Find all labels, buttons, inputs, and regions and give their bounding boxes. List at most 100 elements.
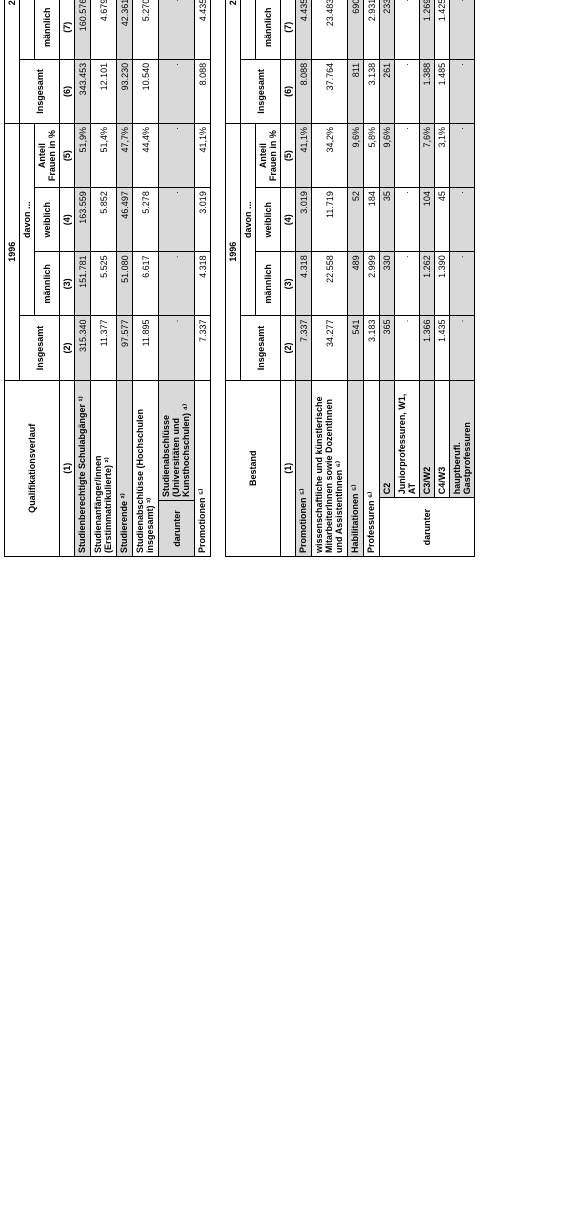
table-row: C4/W31.4351.390453,1%1.4851.425604,0%1.3… bbox=[435, 0, 450, 557]
value-cell: 3.019 bbox=[195, 188, 211, 252]
value-cell: 3.138 bbox=[364, 59, 380, 123]
col-pct: Anteil Frauen in % bbox=[256, 123, 281, 187]
table-row: Juniorprofessuren, W1, AT········8056243… bbox=[395, 0, 420, 557]
row-label: hauptberufl. Gastprofessuren bbox=[450, 380, 475, 498]
value-cell: 330 bbox=[380, 252, 395, 316]
value-cell: 2.931 bbox=[364, 0, 380, 59]
table-row: darunterStudienabschlüsse (Universitäten… bbox=[159, 0, 195, 557]
colnum-row: (1) (2) (3) (4) (5) (6) (7) (8) (9) (10)… bbox=[60, 0, 75, 557]
row-label: C3/W2 bbox=[420, 380, 435, 498]
table-row: Habilitationen ⁵⁾541489529,6%81169012114… bbox=[348, 0, 364, 557]
value-cell: 52 bbox=[348, 188, 364, 252]
col-insgesamt: Insgesamt bbox=[241, 316, 281, 380]
table-row: Promotionen ⁵⁾7.3374.3183.01941,1%8.0884… bbox=[195, 0, 211, 557]
row-label: Studienberechtigte Schulabgänger ¹⁾ bbox=[75, 380, 91, 556]
value-cell: · bbox=[159, 59, 195, 123]
col-davon: davon ... bbox=[20, 124, 35, 316]
col-m: männlich bbox=[256, 252, 281, 316]
value-cell: 4.318 bbox=[195, 252, 211, 316]
value-cell: 9,6% bbox=[348, 123, 364, 187]
value-cell: 34.277 bbox=[312, 316, 348, 380]
qualifikation-thead: Qualifikationsverlauf 1996 2001 2006 201… bbox=[5, 0, 75, 557]
value-cell: · bbox=[450, 59, 475, 123]
value-cell: · bbox=[450, 188, 475, 252]
value-cell: 5,8% bbox=[364, 123, 380, 187]
row-label: darunterStudienabschlüsse (Universitäten… bbox=[159, 380, 195, 556]
value-cell: 45 bbox=[435, 188, 450, 252]
value-cell: 151.781 bbox=[75, 252, 91, 316]
value-cell: · bbox=[159, 316, 195, 380]
value-cell: 1.262 bbox=[420, 252, 435, 316]
col-m: männlich bbox=[256, 0, 281, 59]
value-cell: 10.540 bbox=[133, 59, 159, 123]
year-2001: 2001 bbox=[226, 0, 241, 123]
value-cell: 35 bbox=[380, 188, 395, 252]
value-cell: 690 bbox=[348, 0, 364, 59]
value-cell: 163.559 bbox=[75, 188, 91, 252]
value-cell: 6.617 bbox=[133, 252, 159, 316]
value-cell: 51,9% bbox=[75, 124, 91, 188]
value-cell: 7.337 bbox=[195, 316, 211, 380]
value-cell: 23.483 bbox=[312, 0, 348, 59]
col-davon: davon ... bbox=[20, 0, 35, 59]
value-cell: 8.088 bbox=[296, 59, 312, 123]
value-cell: 811 bbox=[348, 59, 364, 123]
value-cell: · bbox=[395, 0, 420, 59]
qualifikation-header: Qualifikationsverlauf bbox=[5, 380, 60, 556]
col-w: weiblich bbox=[35, 188, 60, 252]
value-cell: · bbox=[159, 0, 195, 59]
col-davon: davon ... bbox=[241, 123, 256, 315]
value-cell: 41,1% bbox=[195, 124, 211, 188]
table-row: C3/W21.3661.2621047,6%1.3881.2691198,6%1… bbox=[420, 0, 435, 557]
row-label: Studienabschlüsse (Hochschulen insgesamt… bbox=[133, 380, 159, 556]
bestand-tbody: Promotionen ⁵⁾7.3374.3183.01941,1%8.0884… bbox=[296, 0, 475, 557]
value-cell: 42.361 bbox=[117, 0, 133, 59]
value-cell: 5.270 bbox=[133, 0, 159, 59]
value-cell: · bbox=[395, 252, 420, 316]
value-cell: 365 bbox=[380, 316, 395, 380]
value-cell: 4.318 bbox=[296, 252, 312, 316]
table-row: Studienberechtigte Schulabgänger ¹⁾315.3… bbox=[75, 0, 91, 557]
value-cell: 104 bbox=[420, 188, 435, 252]
value-cell: 3,1% bbox=[435, 123, 450, 187]
value-cell: 51,4% bbox=[91, 124, 117, 188]
row-label: Professuren ⁶⁾ bbox=[364, 380, 380, 556]
value-cell: 11.377 bbox=[91, 316, 117, 380]
value-cell: 1.435 bbox=[435, 316, 450, 380]
value-cell: · bbox=[450, 252, 475, 316]
value-cell: 5.852 bbox=[91, 188, 117, 252]
value-cell: 7.337 bbox=[296, 316, 312, 380]
value-cell: · bbox=[395, 316, 420, 380]
bestand-header: Bestand bbox=[226, 380, 281, 556]
year-1996: 1996 bbox=[5, 124, 20, 381]
value-cell: 41,1% bbox=[296, 123, 312, 187]
value-cell: · bbox=[159, 188, 195, 252]
value-cell: 11.895 bbox=[133, 316, 159, 380]
col-w: weiblich bbox=[256, 188, 281, 252]
value-cell: · bbox=[395, 188, 420, 252]
value-cell: · bbox=[159, 124, 195, 188]
value-cell: 315.340 bbox=[75, 316, 91, 380]
value-cell: · bbox=[450, 0, 475, 59]
value-cell: 184 bbox=[364, 188, 380, 252]
row-label: C4/W3 bbox=[435, 380, 450, 498]
value-cell: 12.101 bbox=[91, 59, 117, 123]
table-row: Studienanfänger/innen (Erstimmatrikulier… bbox=[91, 0, 117, 557]
row-label: wissenschaftliche und künstlerische Mita… bbox=[312, 380, 348, 556]
table-row: Studierende ²⁾97.57751.08046.49747,7%93.… bbox=[117, 0, 133, 557]
table-row: darunterC2365330359,6%2612332810,7%36929… bbox=[380, 0, 395, 557]
table-row: hauptberufl. Gastprofessuren············… bbox=[450, 0, 475, 557]
value-cell: · bbox=[450, 123, 475, 187]
value-cell: 5.278 bbox=[133, 188, 159, 252]
row-label: Promotionen ⁵⁾ bbox=[296, 380, 312, 556]
value-cell: 1.269 bbox=[420, 0, 435, 59]
value-cell: 8.088 bbox=[195, 59, 211, 123]
value-cell: 233 bbox=[380, 0, 395, 59]
value-cell: 51.080 bbox=[117, 252, 133, 316]
table-row: Studienabschlüsse (Hochschulen insgesamt… bbox=[133, 0, 159, 557]
row-label: Promotionen ⁵⁾ bbox=[195, 380, 211, 556]
table-row: Promotionen ⁵⁾7.3374.3183.01941,1%8.0884… bbox=[296, 0, 312, 557]
value-cell: 46.497 bbox=[117, 188, 133, 252]
value-cell: 1.425 bbox=[435, 0, 450, 59]
qualifikation-table: Qualifikationsverlauf 1996 2001 2006 201… bbox=[4, 0, 211, 557]
